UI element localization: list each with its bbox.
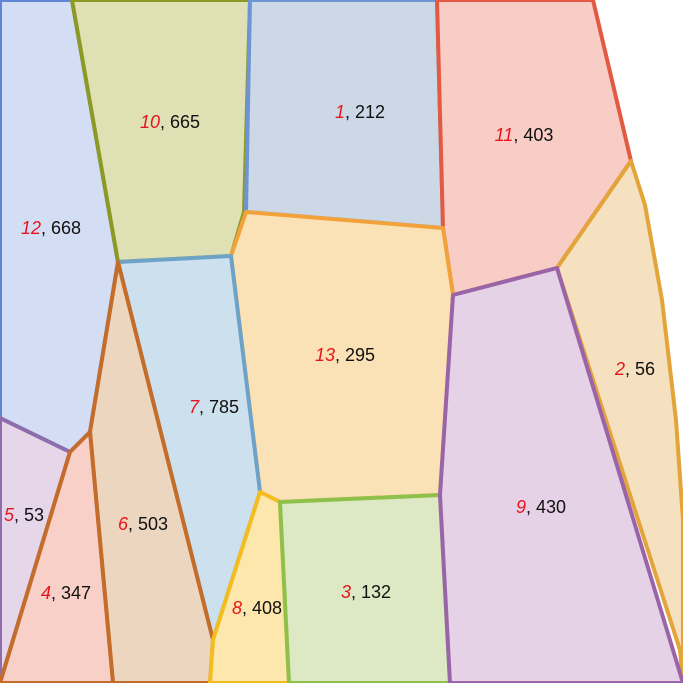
cell-label-5: 5, 53: [4, 505, 44, 525]
cell-value-8: 408: [252, 598, 282, 618]
cell-label-4: 4, 347: [41, 583, 91, 603]
cell-4: [0, 430, 115, 683]
cell-8: [208, 490, 291, 683]
cell-id-1: 1: [335, 102, 345, 122]
cell-label-12: 12, 668: [21, 218, 81, 238]
cell-value-2: 56: [635, 359, 655, 379]
cell-value-6: 503: [138, 514, 168, 534]
cell-label-3: 3, 132: [341, 582, 391, 602]
cell-id-3: 3: [341, 582, 351, 602]
cell-label-1: 1, 212: [335, 102, 385, 122]
cell-2: [555, 159, 683, 683]
cell-label-6: 6, 503: [118, 514, 168, 534]
cell-3: [278, 493, 452, 683]
cell-label-10: 10, 665: [140, 112, 200, 132]
cell-label-11: 11, 403: [495, 125, 554, 145]
cell-id-5: 5: [4, 505, 15, 525]
cell-value-9: 430: [536, 497, 566, 517]
cell-9: [438, 266, 683, 683]
cell-id-8: 8: [232, 598, 242, 618]
cell-value-12: 668: [51, 218, 81, 238]
cell-id-7: 7: [189, 397, 200, 417]
cell-value-11: 403: [523, 125, 553, 145]
cell-value-3: 132: [361, 582, 391, 602]
cell-label-8: 8, 408: [232, 598, 282, 618]
cell-value-1: 212: [355, 102, 385, 122]
cell-id-12: 12: [21, 218, 41, 238]
cell-id-4: 4: [41, 583, 51, 603]
cell-id-13: 13: [315, 345, 335, 365]
cell-value-13: 295: [345, 345, 375, 365]
cell-id-6: 6: [118, 514, 129, 534]
cell-value-4: 347: [61, 583, 91, 603]
cell-value-10: 665: [170, 112, 200, 132]
cell-6: [88, 260, 215, 683]
cell-id-10: 10: [140, 112, 160, 132]
cell-id-11: 11: [495, 125, 514, 145]
cell-label-13: 13, 295: [315, 345, 375, 365]
cell-label-7: 7, 785: [189, 397, 239, 417]
cell-id-9: 9: [516, 497, 526, 517]
cell-value-7: 785: [209, 397, 239, 417]
cell-label-9: 9, 430: [516, 497, 566, 517]
cell-id-2: 2: [614, 359, 625, 379]
cell-label-2: 2, 56: [614, 359, 655, 379]
cell-value-5: 53: [24, 505, 44, 525]
